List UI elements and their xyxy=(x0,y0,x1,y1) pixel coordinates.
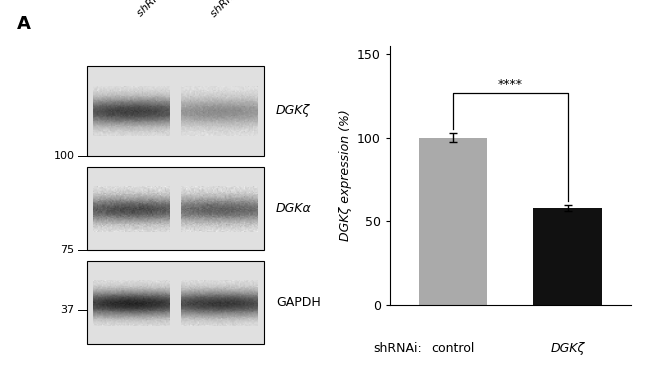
Bar xyxy=(86,167,264,250)
Bar xyxy=(86,167,264,250)
Bar xyxy=(86,66,264,156)
Text: ****: **** xyxy=(498,78,523,91)
Bar xyxy=(86,261,264,344)
Text: DGKζ: DGKζ xyxy=(276,104,310,117)
Text: 37: 37 xyxy=(60,305,75,315)
Text: GAPDH: GAPDH xyxy=(276,296,321,309)
Text: A: A xyxy=(16,15,31,33)
Bar xyxy=(419,138,488,305)
Bar xyxy=(86,66,264,156)
Text: shRNAi:: shRNAi: xyxy=(373,342,422,355)
Text: DGKα: DGKα xyxy=(276,202,312,215)
Text: 75: 75 xyxy=(60,245,75,255)
Text: 100: 100 xyxy=(53,151,75,161)
Y-axis label: DGKζ expression (%): DGKζ expression (%) xyxy=(339,109,352,241)
Text: shRNAi DGKζ: shRNAi DGKζ xyxy=(209,0,268,19)
Bar xyxy=(86,261,264,344)
Text: control: control xyxy=(432,342,474,355)
Text: shRNAi control: shRNAi control xyxy=(136,0,201,19)
Text: DGKζ: DGKζ xyxy=(551,342,584,355)
Bar xyxy=(533,208,602,305)
